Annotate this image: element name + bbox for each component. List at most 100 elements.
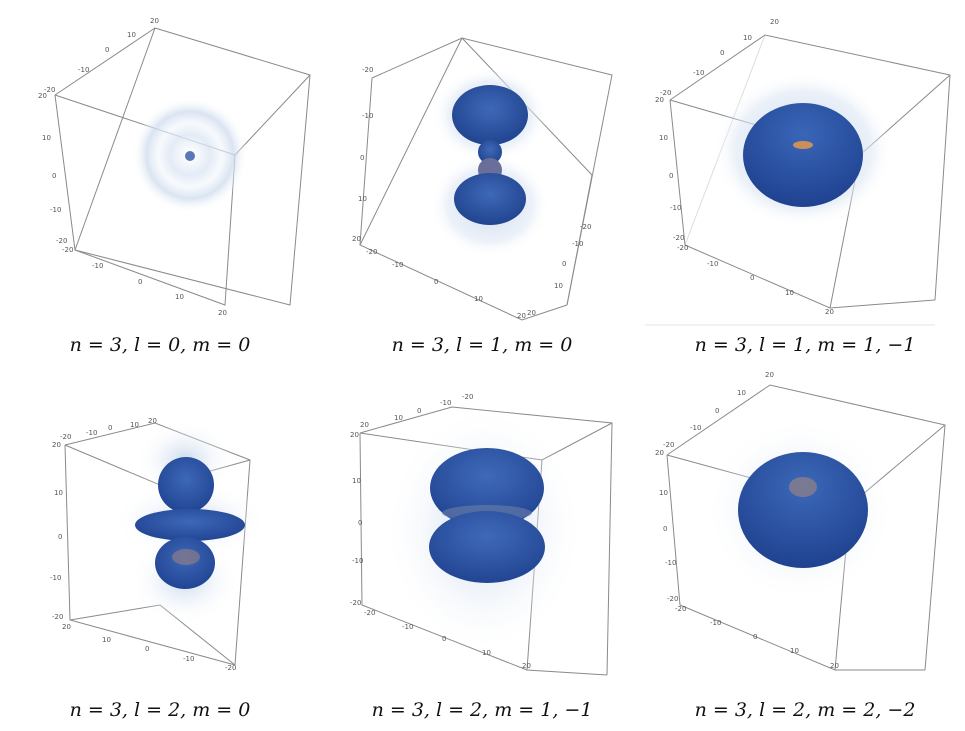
tick-label: 10	[785, 289, 794, 297]
orbital-caption: n = 3, l = 0, m = 0	[69, 334, 251, 356]
tick-label: 0	[720, 49, 724, 57]
orbital-panel-320: 20 10 0 -10 -20 20 10 0 -10 -20 20 10 0 …	[0, 365, 320, 730]
tick-label: -20	[580, 223, 591, 231]
tick-label: -20	[673, 234, 684, 242]
tick-label: -20	[667, 595, 678, 603]
tick-label: -20	[663, 441, 674, 449]
tick-label: 0	[105, 46, 109, 54]
tick-label: 20	[352, 235, 361, 243]
orbital-plot-310: -20 -10 0 10 20 -20 -10 0 10 20 -20 -10 …	[352, 37, 613, 321]
tick-label: -20	[225, 664, 236, 672]
tick-label: 20	[770, 18, 779, 26]
tick-label: 0	[145, 645, 149, 653]
tick-label: 20	[150, 17, 159, 25]
tick-label: 20	[350, 431, 359, 439]
tick-label: 0	[58, 533, 62, 541]
tick-label: -10	[392, 261, 403, 269]
orbital-plot-320: 20 10 0 -10 -20 20 10 0 -10 -20 20 10 0 …	[50, 417, 268, 672]
tick-label: 0	[434, 278, 438, 286]
tick-label: 10	[358, 195, 367, 203]
tick-label: -20	[362, 66, 373, 74]
tick-label: 20	[517, 312, 526, 320]
tick-label: 0	[715, 407, 719, 415]
upper-lobe	[158, 457, 214, 513]
tick-label: 20	[360, 421, 369, 429]
tick-label: 0	[417, 407, 421, 415]
tick-label: 10	[482, 649, 491, 657]
tick-label: 20	[765, 371, 774, 379]
tick-label: 20	[62, 623, 71, 631]
torus-hole	[793, 141, 813, 149]
tick-label: -10	[352, 557, 363, 565]
tick-label: 0	[358, 519, 362, 527]
orbital-panel-311: 20 10 0 -10 -20 20 10 0 -10 -20 -20 -10 …	[645, 0, 965, 365]
box-back	[74, 27, 311, 306]
orbital-plot-300: 20 10 0 -10 -20 20 10 0 -10 -20 -20 -10 …	[38, 17, 311, 317]
tick-label: -20	[364, 609, 375, 617]
tick-label: 0	[663, 525, 667, 533]
tick-label: -10	[50, 206, 61, 214]
tick-label: 20	[527, 309, 536, 317]
tick-label: 0	[108, 424, 112, 432]
tick-label: 20	[218, 309, 227, 317]
tick-label: 10	[737, 389, 746, 397]
tick-label: -20	[675, 605, 686, 613]
tick-label: -10	[86, 429, 97, 437]
tick-label: 0	[562, 260, 566, 268]
tick-label: -20	[52, 613, 63, 621]
tick-label: -10	[362, 112, 373, 120]
tick-label: -10	[78, 66, 89, 74]
tick-label: -10	[92, 262, 103, 270]
tick-label: 0	[360, 154, 364, 162]
tick-label: 10	[175, 293, 184, 301]
tick-label: -10	[670, 204, 681, 212]
tick-label: 0	[442, 635, 446, 643]
tick-label: 10	[127, 31, 136, 39]
tick-label: 10	[474, 295, 483, 303]
inner-node-ring	[478, 140, 502, 164]
tick-label: -20	[677, 244, 688, 252]
upper-lobe	[452, 85, 528, 145]
tick-label: 10	[743, 34, 752, 42]
tick-label: -10	[572, 240, 583, 248]
tick-label: -10	[50, 574, 61, 582]
tick-label: -20	[56, 237, 67, 245]
torus-lobe	[738, 452, 868, 568]
lower-torus	[429, 511, 545, 583]
lower-lobe	[454, 173, 526, 225]
torus-lobe	[743, 103, 863, 207]
tick-label: 10	[352, 477, 361, 485]
tick-label: -20	[62, 246, 73, 254]
tick-label: -10	[183, 655, 194, 663]
tick-label: 10	[102, 636, 111, 644]
tick-label: -10	[440, 399, 451, 407]
tick-label: 20	[52, 441, 61, 449]
tick-label: -20	[350, 599, 361, 607]
orbital-plot-311: 20 10 0 -10 -20 20 10 0 -10 -20 -20 -10 …	[645, 18, 951, 326]
nucleus-core	[185, 151, 195, 161]
tick-label: -20	[44, 86, 55, 94]
tick-label: 10	[554, 282, 563, 290]
tick-label: 20	[522, 662, 531, 670]
tick-label: 0	[669, 172, 673, 180]
tick-label: 10	[130, 421, 139, 429]
tick-label: 10	[659, 489, 668, 497]
orbital-caption: n = 3, l = 2, m = 2, −2	[694, 699, 916, 721]
tick-label: 0	[138, 278, 142, 286]
tick-label: 10	[659, 134, 668, 142]
tick-label: 20	[38, 92, 47, 100]
tick-label: -20	[660, 89, 671, 97]
tick-label: 20	[655, 96, 664, 104]
orbital-panel-310: -20 -10 0 10 20 -20 -10 0 10 20 -20 -10 …	[322, 0, 642, 365]
orbital-panel-322: 20 10 0 -10 -20 20 10 0 -10 -20 -20 -10 …	[645, 365, 965, 730]
tick-label: 10	[790, 647, 799, 655]
tick-label: -10	[710, 619, 721, 627]
tick-label: -20	[366, 248, 377, 256]
orbital-panel-321: -20 -10 0 10 20 20 10 0 -10 -20 -20 -10 …	[322, 365, 642, 730]
orbital-caption: n = 3, l = 1, m = 1, −1	[694, 334, 916, 356]
torus-hole	[789, 477, 817, 497]
tick-label: -10	[665, 559, 676, 567]
orbital-caption: n = 3, l = 1, m = 0	[391, 334, 573, 356]
tick-label: -10	[707, 260, 718, 268]
tick-label: 10	[394, 414, 403, 422]
